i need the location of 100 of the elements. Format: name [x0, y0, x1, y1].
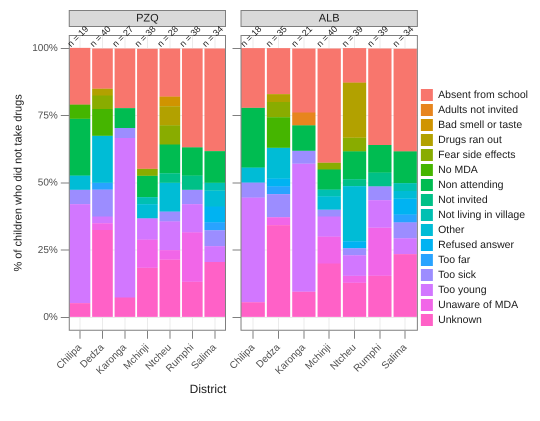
bar: [182, 190, 203, 204]
bar: [266, 217, 290, 226]
legend-label: Refused answer: [438, 238, 514, 251]
bar: [292, 292, 316, 317]
bar: [318, 162, 341, 170]
y-tick-label: 75%: [38, 110, 58, 122]
annotation: n = 35: [264, 24, 289, 49]
y-tick-label: 100%: [32, 43, 58, 54]
bar: [137, 176, 158, 198]
bar: [204, 206, 226, 222]
bar: [182, 204, 203, 232]
bar: [160, 250, 180, 260]
bar: [342, 186, 366, 242]
annotation: n = 18: [238, 24, 264, 49]
legend-label: Non attending: [438, 178, 504, 191]
bar: [342, 255, 366, 276]
annotation: n = 40: [88, 24, 113, 49]
bar: [368, 228, 392, 276]
bar: [292, 164, 316, 292]
bar: [394, 198, 417, 215]
annotation: n = 27: [110, 24, 136, 49]
bar: [160, 221, 180, 250]
bar: [394, 238, 417, 254]
legend-label: Absent from school: [438, 88, 528, 101]
annotation: n = 38: [132, 24, 158, 49]
bar: [204, 246, 226, 262]
bar: [342, 248, 366, 256]
bar: [318, 216, 341, 237]
annotation: n = 38: [178, 24, 203, 49]
legend-label: No MDA: [438, 164, 478, 176]
bar: [182, 282, 203, 317]
bar: [266, 178, 290, 186]
legend-label: Adults not invited: [438, 104, 518, 116]
bar: [204, 48, 226, 152]
bar: [242, 108, 265, 168]
bar: [342, 48, 366, 83]
annotation: n = 34: [200, 24, 226, 49]
legend-label: Unaware of MDA: [438, 298, 518, 311]
bar: [394, 151, 417, 184]
legend-label: Not invited: [438, 194, 488, 206]
bar: [160, 260, 180, 317]
bar: [160, 182, 180, 212]
bar: [368, 276, 392, 317]
bar: [114, 128, 136, 138]
bar: [292, 125, 316, 151]
bar: [292, 150, 316, 164]
legend-label: Fear side effects: [438, 148, 516, 161]
annotation: n = 28: [155, 24, 180, 49]
chart-title: PZQ: [136, 12, 160, 25]
bar: [266, 194, 290, 218]
legend-label: Drugs ran out: [438, 134, 502, 146]
bar: [182, 48, 203, 148]
legend-label: Other: [438, 224, 465, 236]
bar: [204, 262, 226, 317]
annotation: n = 40: [314, 24, 340, 49]
bar: [394, 254, 417, 317]
bar: [204, 230, 226, 246]
annotation: n = 21: [289, 24, 314, 49]
bar: [242, 198, 265, 302]
bar: [160, 173, 180, 183]
bar: [318, 264, 341, 317]
bar: [204, 222, 226, 230]
bar: [266, 117, 290, 148]
bar: [342, 179, 366, 186]
annotation: n = 39: [365, 24, 390, 49]
bar: [342, 276, 366, 283]
bar: [318, 48, 341, 163]
bar: [92, 223, 113, 230]
bar: [266, 48, 290, 94]
bar: [394, 222, 417, 238]
y-tick-label: 0%: [43, 312, 58, 324]
bar: [160, 212, 180, 222]
bar: [394, 214, 417, 222]
annotation: n = 39: [340, 24, 365, 49]
bar: [342, 151, 366, 180]
bar: [137, 204, 158, 218]
bar: [368, 172, 392, 186]
bar: [160, 144, 180, 174]
bar: [70, 118, 90, 176]
y-axis-title: % of children who did not take drugs: [12, 94, 25, 272]
legend-label: Bad smell or taste: [438, 118, 522, 131]
bar: [394, 183, 417, 191]
bar: [394, 190, 417, 199]
y-tick-label: 50%: [38, 178, 58, 189]
bar: [292, 48, 316, 112]
x-axis-title: District: [188, 382, 228, 396]
bar: [182, 176, 203, 190]
bar: [92, 96, 113, 109]
bar: [242, 182, 265, 198]
bar: [242, 48, 265, 108]
bar: [160, 125, 180, 144]
chart-title: ALB: [318, 12, 340, 25]
bar: [368, 186, 392, 200]
annotation: n = 19: [65, 24, 90, 49]
bar: [160, 106, 180, 126]
bar: [204, 182, 226, 191]
bar: [266, 94, 290, 102]
bar: [318, 210, 341, 216]
bar: [182, 147, 203, 176]
legend-label: Too young: [438, 284, 487, 296]
